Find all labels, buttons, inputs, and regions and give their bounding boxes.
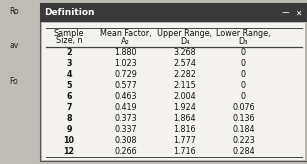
Text: 2.004: 2.004 <box>173 92 196 101</box>
Text: 0.308: 0.308 <box>114 136 137 145</box>
Text: 0.729: 0.729 <box>114 70 137 79</box>
Text: 2.574: 2.574 <box>173 59 196 68</box>
Text: 1.924: 1.924 <box>173 103 196 112</box>
Text: 3: 3 <box>66 59 72 68</box>
Text: Ro: Ro <box>9 7 19 16</box>
Text: 6: 6 <box>66 92 72 101</box>
Text: A₂: A₂ <box>121 37 130 45</box>
Text: Upper Range,: Upper Range, <box>157 29 212 38</box>
Text: 1.816: 1.816 <box>173 125 196 134</box>
Text: 12: 12 <box>64 147 75 156</box>
Text: av: av <box>9 41 18 50</box>
Text: 0: 0 <box>241 59 246 68</box>
Text: 0.419: 0.419 <box>114 103 137 112</box>
Text: 0.184: 0.184 <box>232 125 255 134</box>
FancyBboxPatch shape <box>40 3 307 22</box>
Text: 7: 7 <box>66 103 72 112</box>
Text: 0: 0 <box>241 92 246 101</box>
Text: 0.284: 0.284 <box>232 147 255 156</box>
Text: 1.716: 1.716 <box>173 147 196 156</box>
Text: 1.864: 1.864 <box>173 114 196 123</box>
Text: Fo: Fo <box>9 78 18 86</box>
Text: 0.076: 0.076 <box>232 103 255 112</box>
Text: Mean Factor,: Mean Factor, <box>100 29 151 38</box>
Text: Sample: Sample <box>54 29 84 38</box>
Text: 0: 0 <box>241 81 246 90</box>
Text: D₃: D₃ <box>239 37 248 45</box>
Text: 0.136: 0.136 <box>232 114 255 123</box>
Text: 0.373: 0.373 <box>114 114 137 123</box>
Text: 0.266: 0.266 <box>114 147 137 156</box>
Text: 0.577: 0.577 <box>114 81 137 90</box>
Text: 2.282: 2.282 <box>173 70 196 79</box>
Text: Definition: Definition <box>45 8 95 17</box>
Text: —: — <box>282 8 289 17</box>
Text: 1.023: 1.023 <box>114 59 137 68</box>
Text: 8: 8 <box>66 114 72 123</box>
FancyBboxPatch shape <box>41 22 305 160</box>
Text: 0.223: 0.223 <box>232 136 255 145</box>
Text: 0: 0 <box>241 70 246 79</box>
Text: 0: 0 <box>241 48 246 57</box>
Text: 2: 2 <box>66 48 72 57</box>
Text: 10: 10 <box>64 136 75 145</box>
Text: 1.880: 1.880 <box>114 48 137 57</box>
Text: 0.463: 0.463 <box>114 92 137 101</box>
Text: D₄: D₄ <box>180 37 189 45</box>
Text: 1.777: 1.777 <box>173 136 196 145</box>
Text: 0.337: 0.337 <box>114 125 137 134</box>
Text: 2.115: 2.115 <box>173 81 196 90</box>
Text: 5: 5 <box>66 81 72 90</box>
FancyBboxPatch shape <box>40 3 307 161</box>
Text: 9: 9 <box>66 125 72 134</box>
Text: 4: 4 <box>66 70 72 79</box>
Text: ✕: ✕ <box>295 8 301 17</box>
Text: 3.268: 3.268 <box>173 48 196 57</box>
Text: Lower Range,: Lower Range, <box>216 29 271 38</box>
Text: Size, n: Size, n <box>56 37 82 45</box>
